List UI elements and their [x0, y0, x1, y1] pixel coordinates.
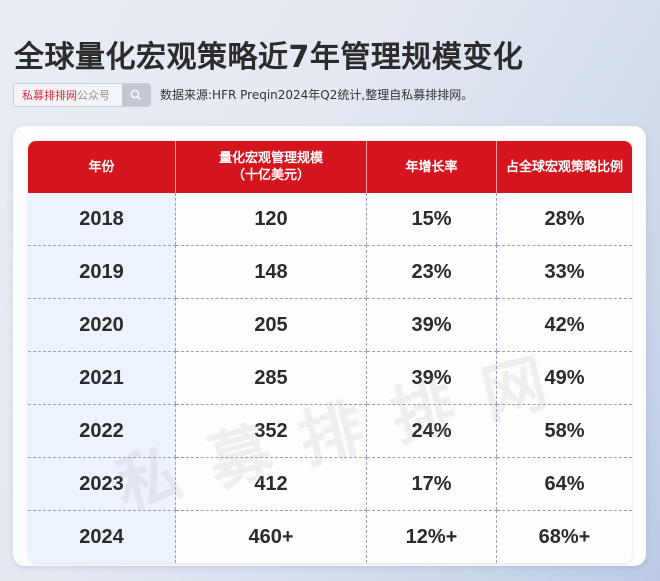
cell-growth: 15% — [367, 193, 497, 245]
table-row: 2020 205 39% 42% — [28, 298, 632, 351]
cell-share: 64% — [497, 457, 632, 510]
aum-table: 年份 量化宏观管理规模 （十亿美元） 年增长率 占全球宏观策略比例 2018 1… — [28, 141, 632, 563]
table-row: 2019 148 23% 33% — [28, 245, 632, 298]
col-header-share: 占全球宏观策略比例 — [497, 141, 632, 193]
search-suffix-text: 公众号 — [77, 89, 110, 102]
search-input[interactable]: 私募排排网公众号 — [14, 87, 128, 103]
cell-aum: 412 — [176, 457, 367, 510]
table-header-row: 年份 量化宏观管理规模 （十亿美元） 年增长率 占全球宏观策略比例 — [28, 141, 632, 193]
cell-share: 68%+ — [497, 510, 632, 563]
col-header-aum-line1: 量化宏观管理规模 — [218, 151, 323, 166]
table-row: 2022 352 24% 58% — [28, 404, 632, 457]
cell-aum: 352 — [176, 404, 367, 457]
col-header-aum: 量化宏观管理规模 （十亿美元） — [176, 141, 367, 193]
search-box[interactable]: 私募排排网公众号 — [13, 83, 151, 107]
cell-year: 2019 — [28, 245, 176, 298]
cell-aum: 120 — [176, 193, 367, 245]
cell-growth: 23% — [367, 245, 497, 298]
cell-aum: 460+ — [176, 510, 367, 563]
cell-year: 2024 — [28, 510, 176, 563]
cell-year: 2023 — [28, 457, 176, 510]
cell-year: 2018 — [28, 193, 176, 245]
cell-year: 2021 — [28, 351, 176, 404]
cell-year: 2022 — [28, 404, 176, 457]
cell-share: 42% — [497, 298, 632, 351]
table-card: 年份 量化宏观管理规模 （十亿美元） 年增长率 占全球宏观策略比例 2018 1… — [13, 126, 646, 566]
cell-share: 49% — [497, 351, 632, 404]
cell-growth: 39% — [367, 351, 497, 404]
cell-share: 28% — [544, 207, 585, 230]
cell-share: 58% — [497, 404, 632, 457]
search-brand-text: 私募排排网 — [22, 89, 77, 102]
cell-growth: 24% — [367, 404, 497, 457]
cell-share: 33% — [497, 245, 632, 298]
cell-year: 2020 — [28, 298, 176, 351]
table-row: 2021 285 39% 49% — [28, 351, 632, 404]
cell-growth: 39% — [367, 298, 497, 351]
col-header-year: 年份 — [28, 141, 176, 193]
col-header-aum-line2: （十亿美元） — [231, 168, 310, 183]
table-row: 2024 460+ 12%+ 68%+ — [28, 510, 632, 563]
table-row: 2018 120 15% 28% — [28, 193, 632, 245]
cell-growth: 12%+ — [367, 510, 497, 563]
page-title: 全球量化宏观策略近7年管理规模变化 — [14, 40, 524, 75]
search-button[interactable] — [122, 84, 150, 106]
cell-aum: 205 — [176, 298, 367, 351]
table-row: 2023 412 17% 64% — [28, 457, 632, 510]
data-source-note: 数据来源:HFR Preqin2024年Q2统计,整理自私募排排网。 — [160, 88, 474, 102]
search-icon — [130, 89, 142, 101]
cell-growth: 17% — [367, 457, 497, 510]
col-header-growth: 年增长率 — [367, 141, 497, 193]
cell-aum: 285 — [176, 351, 367, 404]
cell-aum: 148 — [176, 245, 367, 298]
